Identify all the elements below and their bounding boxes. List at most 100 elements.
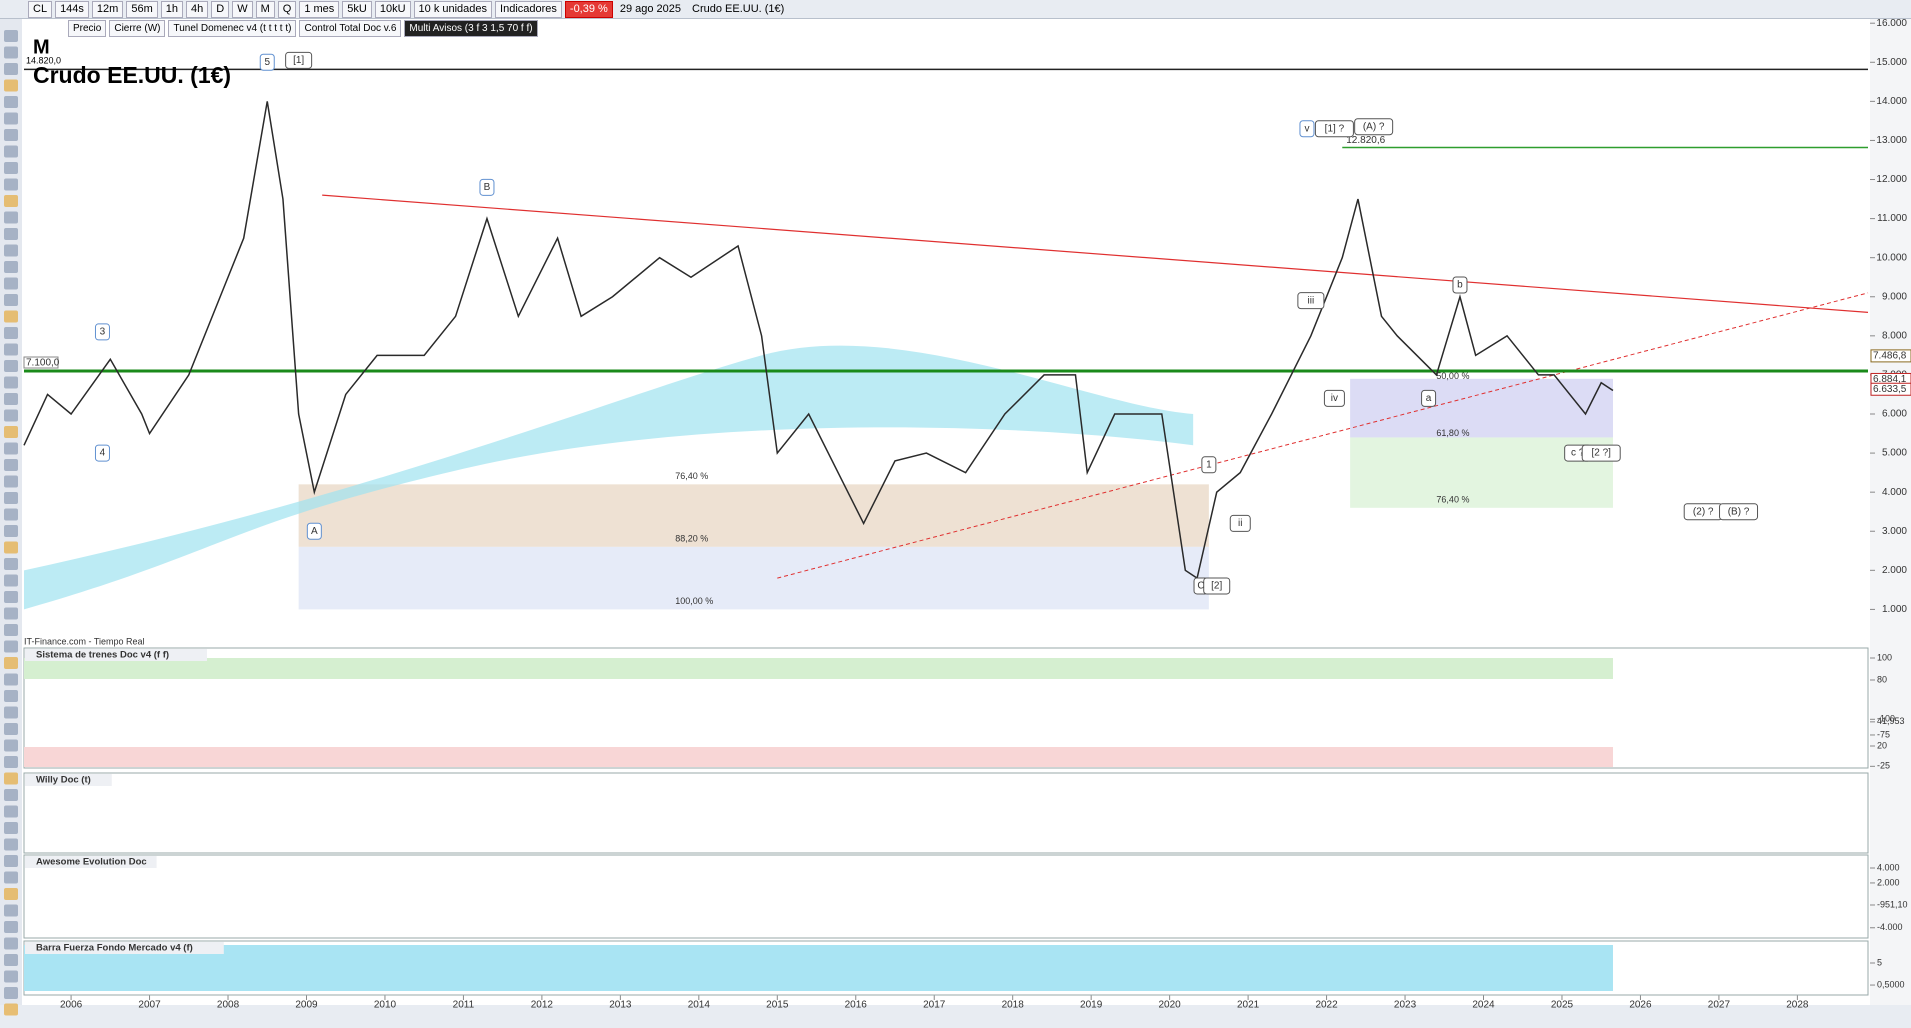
overlay[interactable]: Precio [68, 20, 107, 37]
panel-title: Awesome Evolution Doc [36, 857, 147, 868]
timeframe-button[interactable]: D [211, 0, 230, 18]
tool-icon [4, 657, 18, 669]
panel-tick-label: 0,5000 [1877, 979, 1905, 989]
tool-icon [4, 327, 18, 339]
tool-icon [4, 756, 18, 768]
y-tick-label: 13.000 [1876, 135, 1907, 146]
symbol[interactable]: CL [28, 0, 53, 18]
tool-icon [4, 261, 18, 273]
tool-icon [4, 574, 18, 587]
x-tick-label: 2020 [1159, 999, 1182, 1010]
y-tick-label: 4.000 [1882, 487, 1907, 498]
panel-title-bg [25, 649, 207, 661]
tool-icon [4, 624, 18, 636]
wave-box [306, 522, 322, 540]
source: IT-Finance.com - Tiempo Real [24, 636, 145, 646]
x-tick-label: 2025 [1551, 999, 1574, 1010]
tool-icon [4, 277, 18, 290]
tool-icon [4, 162, 18, 174]
tool-icon [4, 921, 18, 933]
tool-icon [4, 195, 18, 207]
overlay[interactable]: Tunel Domenec v4 (t t t t t) [168, 20, 297, 37]
price-line [23, 101, 1614, 580]
tool-icon [4, 508, 18, 521]
panel-tick-label: 4.000 [1877, 862, 1900, 872]
timeframe-button[interactable]: 144s [55, 0, 89, 18]
panel-band [24, 945, 1613, 991]
wave-box [1581, 444, 1621, 462]
timeframe-button[interactable]: 1h [160, 0, 183, 18]
price-tag [1870, 349, 1911, 363]
wave-box [1297, 292, 1325, 310]
overlay[interactable]: Control Total Doc v.6 [299, 20, 402, 37]
y-tick-label: 3.000 [1882, 526, 1907, 537]
panel-tick-label: 2.000 [1877, 877, 1900, 887]
timeframe-button[interactable]: 12m [91, 0, 124, 18]
wave-label: ii [1238, 518, 1242, 529]
timeframe-button[interactable]: Q [277, 0, 297, 18]
x-tick-label: 2006 [60, 999, 83, 1010]
wave-box [479, 178, 495, 196]
panel-title-bg [25, 856, 157, 868]
wave-label: v [1304, 123, 1309, 134]
tool-icon [4, 459, 18, 471]
x-tick-label: 2014 [688, 999, 711, 1010]
overlay[interactable]: Multi Avisos (3 f 3 1,5 70 f f) [404, 20, 538, 37]
x-tick-label: 2022 [1315, 999, 1338, 1010]
timeframe-button[interactable]: 56m [126, 0, 158, 18]
tool-icon [4, 63, 18, 75]
units-button[interactable]: 5kU [342, 0, 372, 18]
tool-icon [4, 822, 18, 834]
tool-icon [4, 673, 18, 686]
units-button[interactable]: 10kU [374, 0, 411, 18]
level-label: 7.100,0 [26, 358, 60, 369]
overlay[interactable]: Cierre (W) [109, 20, 166, 37]
tool-icon [4, 228, 18, 240]
wave-label: [1] ? [1325, 123, 1345, 134]
tool-icon [4, 739, 18, 752]
x-tick-label: 2027 [1708, 999, 1731, 1010]
wave-box [1421, 389, 1437, 407]
panel-tick-label: -951,10 [1877, 899, 1908, 909]
wave-label: c ? [1571, 448, 1585, 459]
indicators-button[interactable]: Indicadores [495, 0, 562, 18]
y-tick-label: 2.000 [1882, 565, 1907, 576]
x-tick-label: 2028 [1786, 999, 1809, 1010]
panel-title-bg [25, 942, 224, 954]
y-tick-label: 8.000 [1882, 330, 1907, 341]
price-tag-label: 7.486,8 [1873, 351, 1907, 362]
wave-label: [2 ?] [1591, 448, 1611, 459]
timeframe-button[interactable]: W [232, 0, 253, 18]
x-tick-label: 2013 [609, 999, 632, 1010]
wave-box [285, 51, 313, 69]
wave-box [1719, 503, 1759, 521]
tool-icon [4, 525, 18, 537]
tool-icon [4, 987, 18, 999]
size-select[interactable]: 10 k unidades [413, 0, 493, 18]
period-select[interactable]: 1 mes [299, 0, 340, 18]
tool-icon [4, 640, 18, 653]
panel-title: Sistema de trenes Doc v4 (f f) [36, 650, 169, 661]
y-tick-label: 1.000 [1882, 604, 1907, 615]
level-tag [23, 356, 59, 369]
wave-box [1299, 120, 1315, 138]
fib-label: 50,00 % [1436, 371, 1469, 381]
tool-icon [4, 805, 18, 818]
tool-icon [4, 96, 18, 108]
tool-icon [4, 442, 18, 455]
instrument: Crudo EE.UU. (1€) [692, 2, 785, 15]
timeframe-button[interactable]: M [255, 0, 275, 18]
wave-label: (B) ? [1728, 506, 1750, 517]
tool-icon [4, 855, 18, 867]
tool-icon [4, 937, 18, 950]
x-tick-label: 2010 [374, 999, 397, 1010]
tool-icon [4, 409, 18, 422]
x-tick-label: 2011 [453, 999, 475, 1010]
wave-box [94, 444, 110, 462]
panel-title: Willy Doc (t) [36, 775, 91, 786]
tool-icon [4, 343, 18, 356]
y-tick-label: 9.000 [1882, 291, 1907, 302]
fib-zone [298, 546, 1209, 610]
timeframe-button[interactable]: 4h [185, 0, 209, 18]
